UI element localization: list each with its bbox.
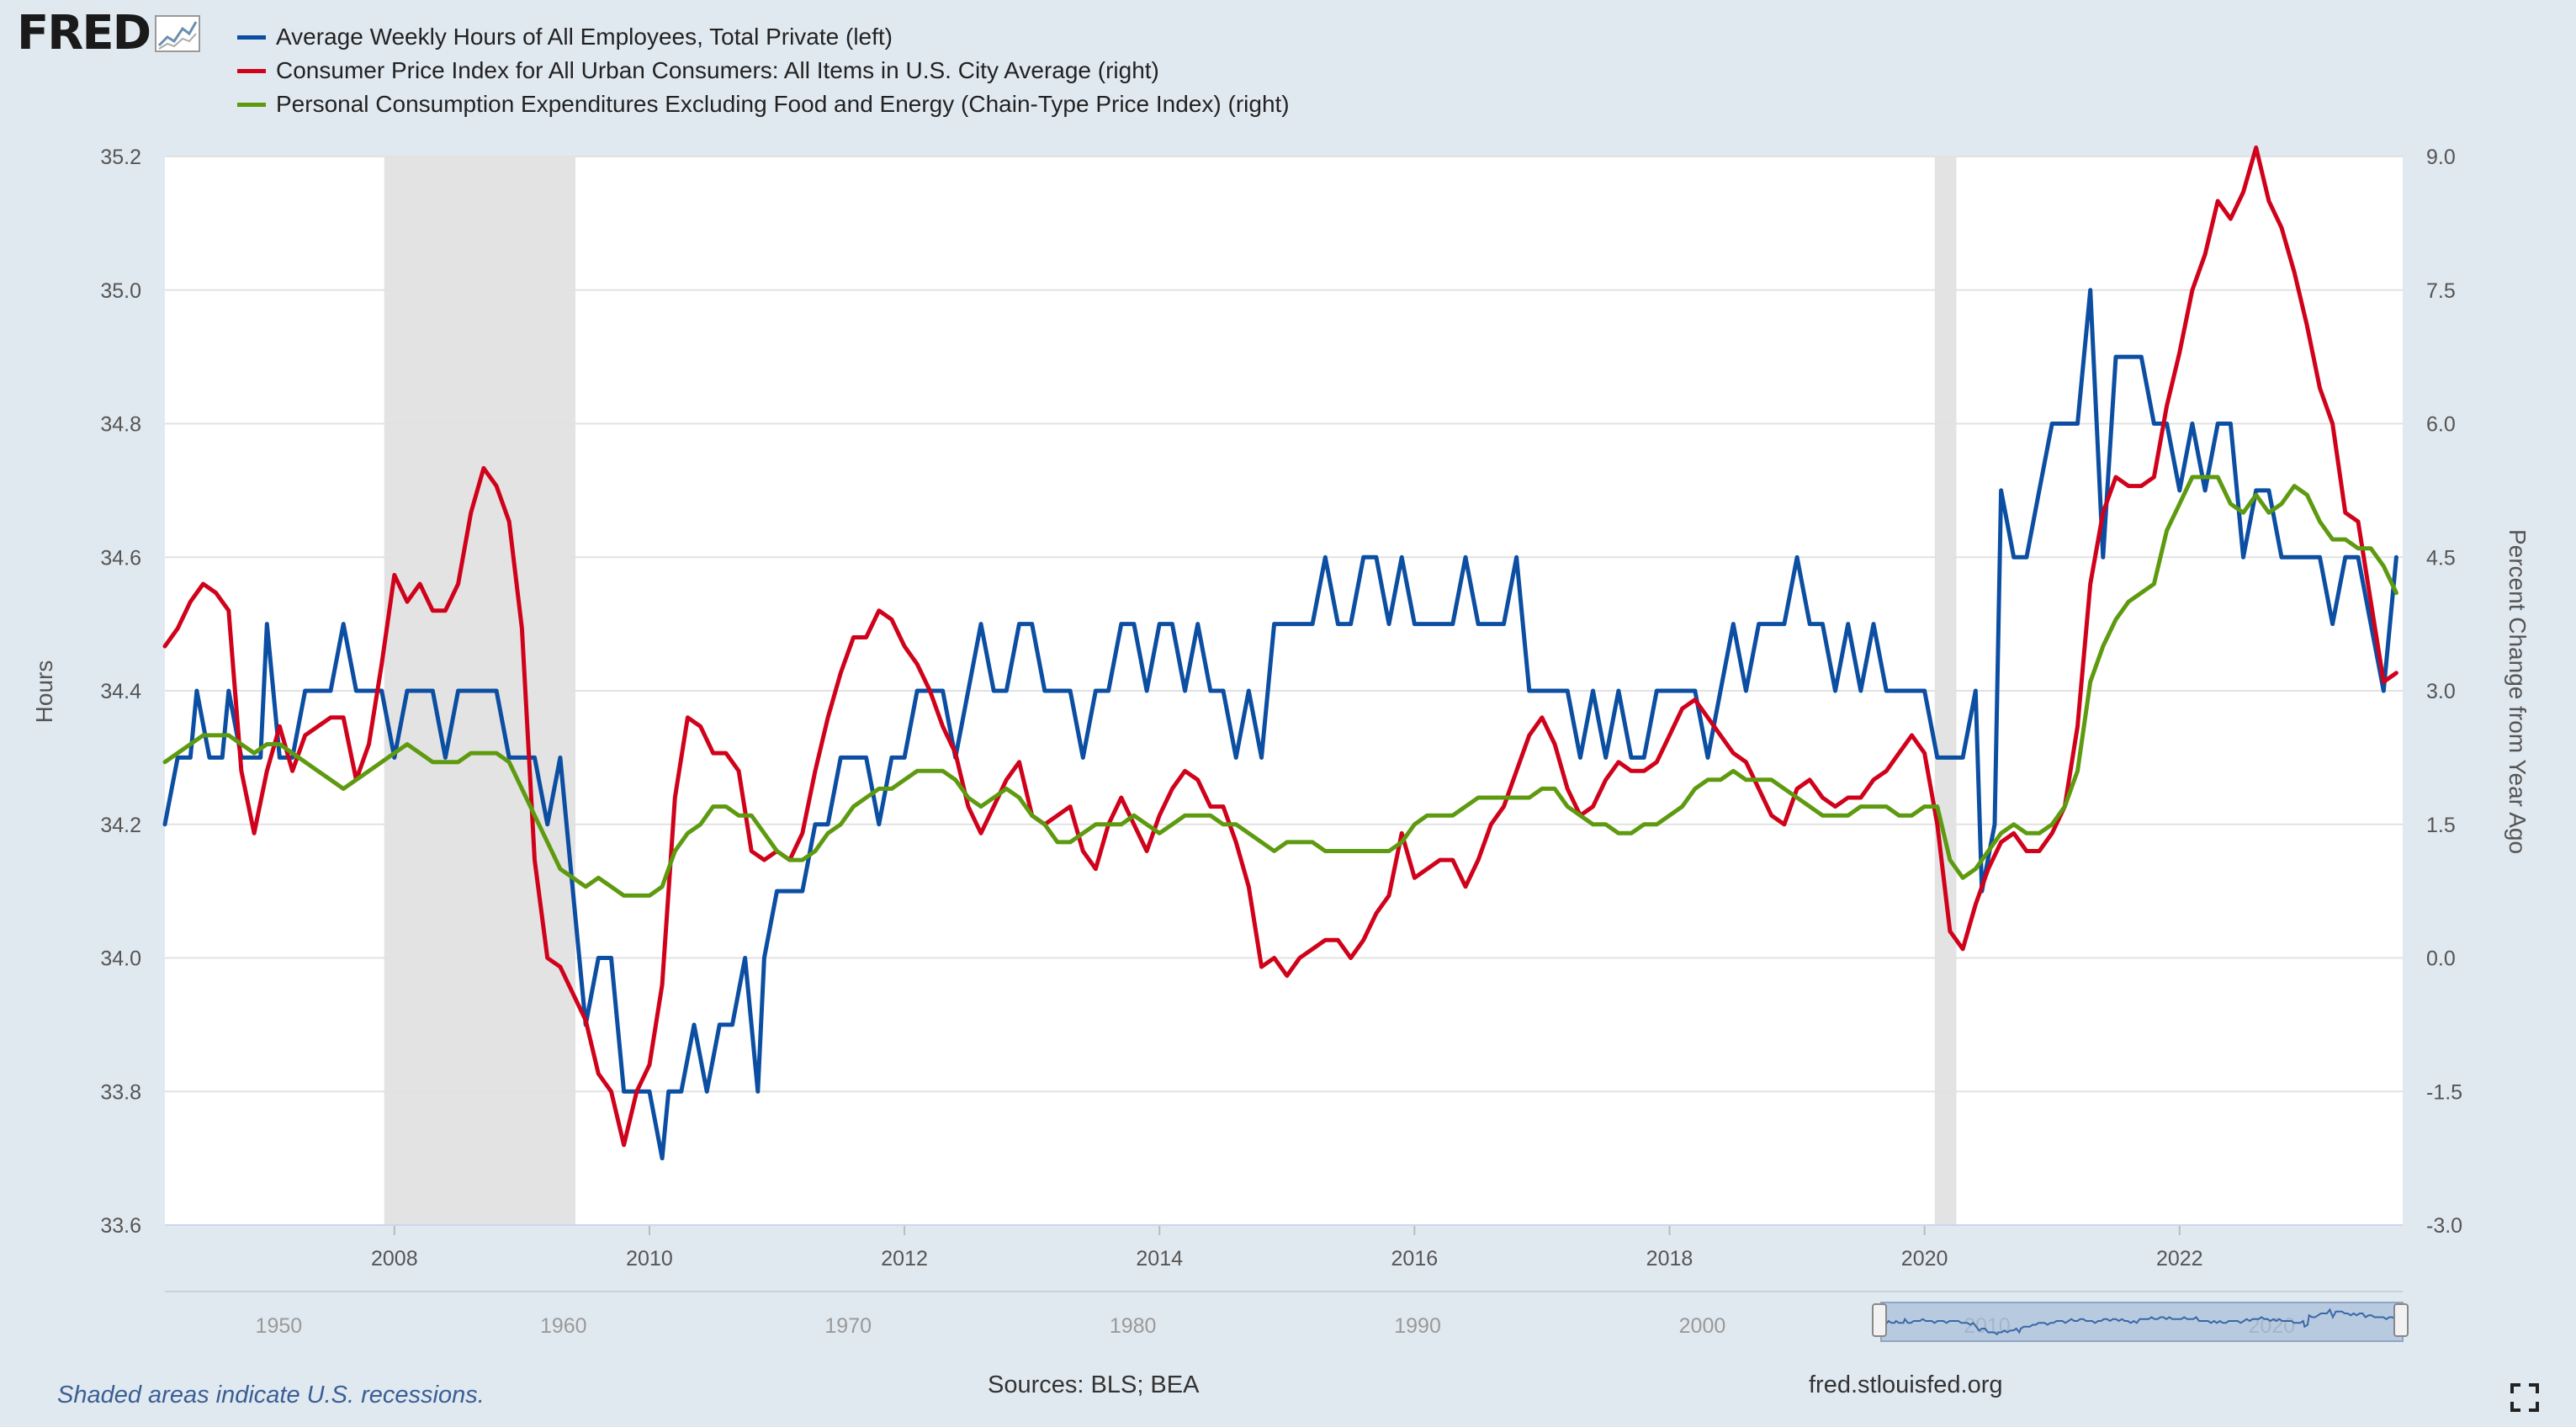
navigator-tick-label: 2000 [1679, 1314, 1726, 1338]
chart-legend: Average Weekly Hours of All Employees, T… [237, 20, 1290, 121]
x-tick-label: 2020 [1901, 1247, 1948, 1271]
navigator-tick-label: 1960 [540, 1314, 587, 1338]
recession-note: Shaded areas indicate U.S. recessions. [57, 1382, 485, 1408]
navigator-right-handle[interactable] [2393, 1303, 2409, 1337]
y-tick-label: 34.0 [100, 947, 141, 971]
x-tick-label: 2014 [1136, 1247, 1183, 1271]
legend-label-hours: Average Weekly Hours of All Employees, T… [276, 24, 893, 50]
site-link[interactable]: fred.stlouisfed.org [1809, 1371, 2003, 1398]
legend-item-pce[interactable]: Personal Consumption Expenditures Exclud… [237, 88, 1290, 121]
series-line-1 [162, 145, 2398, 1148]
range-navigator[interactable]: 19501960197019801990200020102020 [165, 1291, 2409, 1342]
navigator-track [165, 1291, 2403, 1292]
y2-axis-label: Percent Change from Year Ago [2504, 529, 2531, 854]
y2-tick-label: -1.5 [2426, 1080, 2462, 1104]
legend-swatch-pce [237, 102, 266, 107]
navigator-tick-label: 1980 [1110, 1314, 1157, 1338]
y2-tick-label: 3.0 [2426, 680, 2456, 703]
y2-tick-label: 1.5 [2426, 814, 2456, 837]
legend-swatch-hours [237, 34, 266, 40]
legend-item-cpi[interactable]: Consumer Price Index for All Urban Consu… [237, 54, 1290, 88]
series-line-0 [162, 288, 2398, 1161]
legend-label-cpi: Consumer Price Index for All Urban Consu… [276, 57, 1159, 83]
fred-logo[interactable]: FRED [17, 6, 201, 61]
y2-tick-label: 0.0 [2426, 947, 2456, 971]
navigator-left-handle[interactable] [1872, 1303, 1887, 1337]
navigator-series-line [1880, 1308, 2402, 1336]
x-tick-label: 2010 [626, 1247, 673, 1271]
y-tick-label: 33.8 [100, 1080, 141, 1104]
y-tick-label: 34.2 [100, 814, 141, 837]
y-tick-label: 34.8 [100, 413, 141, 437]
y-tick-label: 33.6 [100, 1214, 141, 1238]
logo-text: FRED [17, 6, 151, 61]
y-axis-label: Hours [31, 660, 57, 724]
navigator-tick-label: 1950 [256, 1314, 303, 1338]
navigator-selection[interactable] [1880, 1302, 2404, 1342]
sources-text: Sources: BLS; BEA [988, 1371, 1200, 1398]
y-tick-label: 34.6 [100, 546, 141, 570]
y2-tick-label: -3.0 [2426, 1214, 2462, 1238]
y2-tick-label: 6.0 [2426, 413, 2456, 437]
navigator-tick-label: 1990 [1394, 1314, 1441, 1338]
legend-swatch-cpi [237, 68, 266, 73]
y-tick-label: 35.0 [100, 279, 141, 303]
x-tick-label: 2012 [881, 1247, 928, 1271]
y2-tick-label: 9.0 [2426, 146, 2456, 169]
x-tick-label: 2018 [1646, 1247, 1693, 1271]
y2-tick-label: 7.5 [2426, 279, 2456, 303]
x-tick-label: 2016 [1391, 1247, 1439, 1271]
y-tick-label: 34.4 [100, 680, 141, 703]
fullscreen-icon[interactable] [2510, 1383, 2539, 1412]
legend-label-pce: Personal Consumption Expenditures Exclud… [276, 91, 1290, 117]
y-tick-label: 35.2 [100, 146, 141, 169]
x-tick-label: 2008 [371, 1247, 418, 1271]
series-line-2 [162, 475, 2398, 898]
y2-tick-label: 4.5 [2426, 546, 2456, 570]
chart-line-icon [155, 15, 201, 52]
x-tick-label: 2022 [2156, 1247, 2203, 1271]
navigator-tick-label: 1970 [824, 1314, 872, 1338]
legend-item-hours[interactable]: Average Weekly Hours of All Employees, T… [237, 20, 1290, 54]
